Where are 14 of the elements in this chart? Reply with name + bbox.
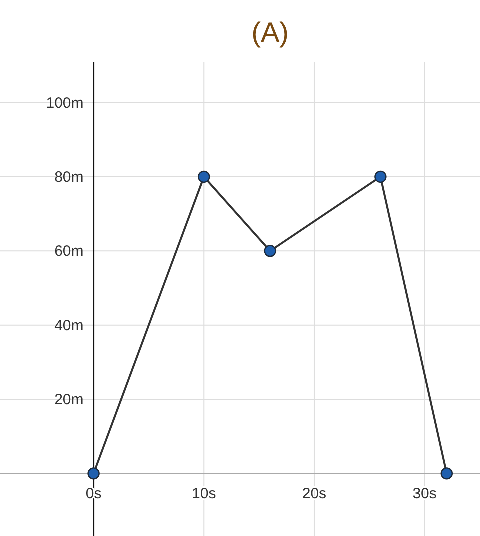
y-tick-label: 20m — [54, 392, 84, 409]
y-tick-label: 40m — [54, 317, 84, 334]
point — [440, 468, 453, 480]
point — [88, 468, 100, 480]
y-tick-label: 100m — [46, 94, 84, 112]
x-tick-label: 10s — [192, 486, 216, 503]
x-tick-label: 20s — [302, 486, 327, 503]
point — [374, 170, 387, 184]
y-tick-label: 60m — [54, 243, 84, 260]
y-tick-label: 80m — [54, 168, 84, 186]
point — [264, 245, 276, 258]
x-tick-label: 30s — [412, 486, 437, 503]
point — [198, 170, 210, 184]
chart-title: (A) — [252, 17, 290, 48]
